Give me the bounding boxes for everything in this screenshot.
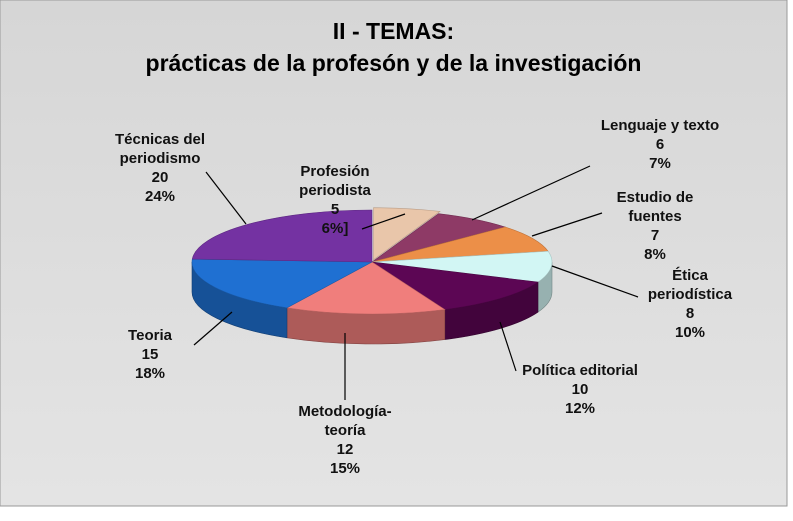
slice-percent: 7% (649, 155, 671, 172)
data-label: Técnicas del periodismo 20 24% (95, 130, 225, 206)
slice-name: Ética periodística (647, 267, 733, 303)
leader-line (361, 213, 406, 230)
data-label: Profesión periodista 5 6%] (285, 162, 385, 238)
data-label: Teoria 15 18% (110, 326, 190, 383)
slice-value: 8 (685, 305, 695, 322)
data-label: Ética periodística 8 10% (635, 266, 745, 342)
slice-name: Estudio de fuentes (616, 189, 694, 225)
data-label: Lenguaje y texto 6 7% (570, 116, 750, 173)
slice-name: Teoria (128, 327, 172, 344)
slice-name: Profesión periodista (299, 163, 371, 199)
pie-slice (371, 261, 539, 310)
slice-percent: 18% (134, 365, 166, 382)
slice-name: Política editorial (522, 362, 638, 379)
pie-slice (371, 226, 549, 263)
data-label: Metodología-teoría 12 15% (290, 402, 400, 478)
slice-percent: 12% (564, 400, 596, 417)
pie-slice (286, 261, 446, 315)
slice-name: Técnicas del periodismo (114, 131, 206, 167)
slice-value: 5 (330, 201, 340, 218)
slice-value: 12 (336, 441, 354, 458)
slice-value: 10 (571, 381, 589, 398)
leader-line (499, 321, 517, 372)
pie-slice (191, 209, 373, 263)
slice-value: 20 (151, 169, 169, 186)
data-label: Política editorial 10 12% (495, 361, 665, 418)
leader-line (193, 311, 233, 346)
slice-name: Metodología-teoría (298, 403, 392, 439)
slice-name: Lenguaje y texto (600, 117, 720, 134)
slice-percent: 24% (144, 188, 176, 205)
pie-slice (191, 258, 374, 309)
leader-line (205, 171, 247, 225)
slice-percent: 6%] (321, 220, 349, 237)
slice-percent: 15% (329, 460, 361, 477)
leader-line (531, 212, 603, 237)
pie-slice (371, 250, 553, 283)
pie-slice (373, 207, 441, 261)
leader-line (471, 165, 591, 221)
chart-title: II - TEMAS: (332, 18, 455, 44)
slice-value: 6 (655, 136, 665, 153)
slice-percent: 10% (674, 324, 706, 341)
leader-line (551, 265, 639, 298)
data-label: Estudio de fuentes 7 8% (600, 188, 710, 264)
slice-value: 7 (650, 227, 660, 244)
slice-percent: 8% (644, 246, 666, 263)
chart-subtitle: prácticas de la profesón y de la investi… (145, 50, 642, 76)
slice-value: 15 (141, 346, 159, 363)
